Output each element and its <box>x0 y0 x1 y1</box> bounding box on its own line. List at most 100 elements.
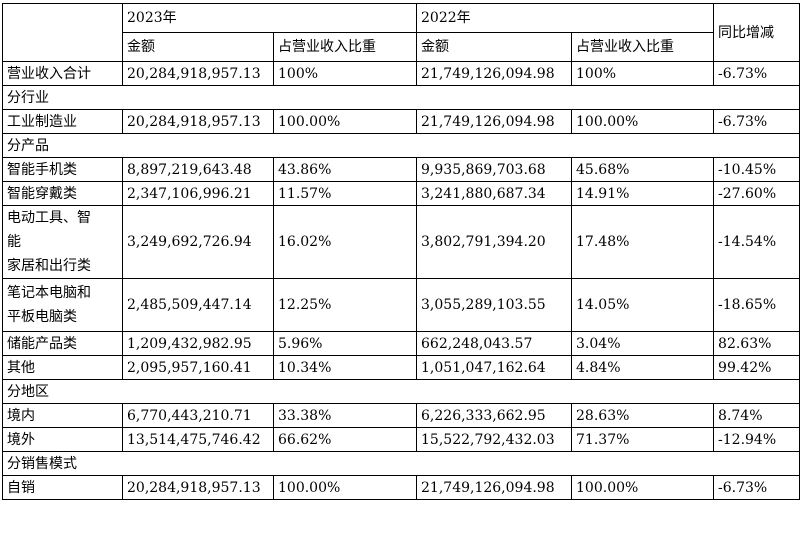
section-label: 分地区 <box>1 379 801 404</box>
amount-2023: 6,770,443,210.71 <box>122 403 274 428</box>
amount-2022: 9,935,869,703.68 <box>416 157 573 182</box>
section-row-industry: 分行业 <box>1 85 801 110</box>
amount-2022: 3,241,880,687.34 <box>416 181 573 206</box>
ratio-2022: 100.00% <box>571 109 715 134</box>
section-row-product: 分产品 <box>1 133 801 158</box>
amount-2022: 1,051,047,162.64 <box>416 355 573 380</box>
ratio-2022: 71.37% <box>571 427 715 452</box>
ratio-2023: 10.34% <box>272 355 418 380</box>
header-ratio-2023: 占营业收入比重 <box>272 32 418 62</box>
row-label: 智能手机类 <box>2 157 123 182</box>
ratio-2023: 43.86% <box>272 157 418 182</box>
yoy-change: -6.73% <box>713 109 801 134</box>
revenue-breakdown-table: 2023年 2022年 同比增减 金额 占营业收入比重 金额 占营业收入比重 营… <box>1 3 801 500</box>
row-label-line: 电动工具、智 <box>7 210 91 226</box>
header-row-years: 2023年 2022年 同比增减 <box>2 3 801 62</box>
section-label: 分销售模式 <box>1 451 801 476</box>
section-label: 分行业 <box>1 85 801 110</box>
amount-2023: 20,284,918,957.13 <box>122 109 274 134</box>
table-row: 自销 20,284,918,957.13 100.00% 21,749,126,… <box>2 475 801 500</box>
ratio-2023: 66.62% <box>272 427 418 452</box>
row-label-multiline: 笔记本电脑和 平板电脑类 <box>2 278 123 332</box>
amount-2023: 20,284,918,957.13 <box>122 475 274 500</box>
amount-2022: 21,749,126,094.98 <box>416 475 573 500</box>
amount-2023: 2,347,106,996.21 <box>122 181 274 206</box>
yoy-change: -10.45% <box>713 157 801 182</box>
section-row-sales-mode: 分销售模式 <box>1 451 801 476</box>
ratio-2023: 5.96% <box>272 331 418 356</box>
section-row-region: 分地区 <box>1 379 801 404</box>
amount-2023: 3,249,692,726.94 <box>122 205 274 279</box>
row-label: 境外 <box>2 427 123 452</box>
row-label-line: 平板电脑类 <box>7 309 77 325</box>
table-row-total: 营业收入合计 20,284,918,957.13 100% 21,749,126… <box>2 61 801 86</box>
header-row-columns: 金额 占营业收入比重 金额 占营业收入比重 <box>3 32 800 62</box>
table-row: 工业制造业 20,284,918,957.13 100.00% 21,749,1… <box>2 109 801 134</box>
ratio-2023: 100% <box>272 61 418 86</box>
ratio-2022: 14.05% <box>571 278 715 332</box>
header-yoy: 同比增减 <box>713 3 801 62</box>
amount-2023: 2,485,509,447.14 <box>122 278 274 332</box>
header-amount-2022: 金额 <box>416 32 573 62</box>
row-label: 其他 <box>2 355 123 380</box>
table-row: 境外 13,514,475,746.42 66.62% 15,522,792,4… <box>2 427 801 452</box>
ratio-2023: 100.00% <box>272 475 418 500</box>
ratio-2023: 16.02% <box>272 205 418 279</box>
ratio-2022: 28.63% <box>571 403 715 428</box>
row-label: 工业制造业 <box>2 109 123 134</box>
yoy-change: -14.54% <box>713 205 801 279</box>
header-year-2022: 2022年 <box>416 3 715 33</box>
amount-2022: 21,749,126,094.98 <box>416 61 573 86</box>
row-label: 智能穿戴类 <box>2 181 123 206</box>
header-corner-cell <box>2 3 123 62</box>
yoy-change: -6.73% <box>713 61 801 86</box>
amount-2023: 13,514,475,746.42 <box>122 427 274 452</box>
amount-2023: 2,095,957,160.41 <box>122 355 274 380</box>
ratio-2022: 3.04% <box>571 331 715 356</box>
header-amount-2023: 金额 <box>122 32 274 62</box>
ratio-2023: 11.57% <box>272 181 418 206</box>
amount-2022: 15,522,792,432.03 <box>416 427 573 452</box>
yoy-change: -18.65% <box>713 278 801 332</box>
table-row: 境内 6,770,443,210.71 33.38% 6,226,333,662… <box>2 403 801 428</box>
table-row: 电动工具、智 能 家居和出行类 3,249,692,726.94 16.02% … <box>2 205 801 279</box>
table-row: 智能穿戴类 2,347,106,996.21 11.57% 3,241,880,… <box>2 181 801 206</box>
ratio-2022: 45.68% <box>571 157 715 182</box>
ratio-2023: 33.38% <box>272 403 418 428</box>
amount-2023: 8,897,219,643.48 <box>122 157 274 182</box>
yoy-change: 82.63% <box>713 331 801 356</box>
table-row: 储能产品类 1,209,432,982.95 5.96% 662,248,043… <box>2 331 801 356</box>
amount-2022: 21,749,126,094.98 <box>416 109 573 134</box>
yoy-change: -27.60% <box>713 181 801 206</box>
amount-2022: 3,802,791,394.20 <box>416 205 573 279</box>
row-label: 储能产品类 <box>2 331 123 356</box>
yoy-change: -12.94% <box>713 427 801 452</box>
table-row: 智能手机类 8,897,219,643.48 43.86% 9,935,869,… <box>2 157 801 182</box>
ratio-2023: 12.25% <box>272 278 418 332</box>
ratio-2022: 100.00% <box>571 475 715 500</box>
ratio-2023: 100.00% <box>272 109 418 134</box>
ratio-2022: 100% <box>571 61 715 86</box>
amount-2023: 1,209,432,982.95 <box>122 331 274 356</box>
ratio-2022: 14.91% <box>571 181 715 206</box>
amount-2022: 662,248,043.57 <box>416 331 573 356</box>
amount-2022: 6,226,333,662.95 <box>416 403 573 428</box>
yoy-change: 8.74% <box>713 403 801 428</box>
ratio-2022: 17.48% <box>571 205 715 279</box>
header-ratio-2022: 占营业收入比重 <box>571 32 715 62</box>
amount-2022: 3,055,289,103.55 <box>416 278 573 332</box>
table-row: 笔记本电脑和 平板电脑类 2,485,509,447.14 12.25% 3,0… <box>2 278 801 332</box>
row-label-line: 家居和出行类 <box>7 258 91 274</box>
amount-2023: 20,284,918,957.13 <box>122 61 274 86</box>
ratio-2022: 4.84% <box>571 355 715 380</box>
row-label-line: 能 <box>7 234 21 250</box>
row-label: 营业收入合计 <box>2 61 123 86</box>
header-year-2023: 2023年 <box>121 3 418 33</box>
row-label: 自销 <box>2 475 123 500</box>
row-label-line: 笔记本电脑和 <box>7 285 91 301</box>
table-row: 其他 2,095,957,160.41 10.34% 1,051,047,162… <box>2 355 801 380</box>
section-label: 分产品 <box>1 133 801 158</box>
row-label-multiline: 电动工具、智 能 家居和出行类 <box>2 205 123 279</box>
row-label: 境内 <box>2 403 123 428</box>
yoy-change: -6.73% <box>713 475 801 500</box>
